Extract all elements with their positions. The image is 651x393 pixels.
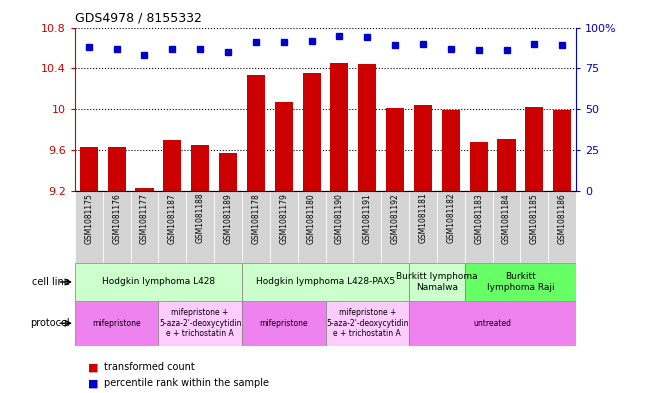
- Bar: [330, 63, 348, 191]
- Bar: [520, 191, 548, 263]
- Text: Hodgkin lymphoma L428: Hodgkin lymphoma L428: [102, 277, 215, 286]
- Text: percentile rank within the sample: percentile rank within the sample: [104, 378, 269, 388]
- Bar: [381, 191, 409, 263]
- Bar: [548, 191, 576, 263]
- Bar: [158, 191, 186, 263]
- Text: Burkitt lymphoma
Namalwa: Burkitt lymphoma Namalwa: [396, 272, 478, 292]
- Bar: [465, 191, 493, 263]
- Text: GSM1081176: GSM1081176: [112, 193, 121, 244]
- Text: mifepristone +
5-aza-2'-deoxycytidin
e + trichostatin A: mifepristone + 5-aza-2'-deoxycytidin e +…: [159, 309, 242, 338]
- Bar: [358, 64, 376, 191]
- Text: GDS4978 / 8155332: GDS4978 / 8155332: [75, 12, 202, 25]
- Bar: [409, 301, 576, 346]
- Text: transformed count: transformed count: [104, 362, 195, 373]
- Bar: [131, 191, 158, 263]
- Bar: [107, 147, 126, 191]
- Bar: [135, 187, 154, 191]
- Text: GSM1081180: GSM1081180: [307, 193, 316, 244]
- Text: cell line: cell line: [32, 277, 70, 287]
- Bar: [409, 191, 437, 263]
- Bar: [275, 102, 293, 191]
- Bar: [163, 140, 182, 191]
- Bar: [469, 142, 488, 191]
- Text: ■: ■: [88, 378, 98, 388]
- Bar: [242, 191, 270, 263]
- Bar: [75, 301, 158, 346]
- Bar: [409, 263, 465, 301]
- Bar: [353, 191, 381, 263]
- Text: GSM1081192: GSM1081192: [391, 193, 400, 244]
- Bar: [219, 153, 237, 191]
- Text: GSM1081185: GSM1081185: [530, 193, 539, 244]
- Text: untreated: untreated: [473, 319, 512, 328]
- Bar: [298, 191, 326, 263]
- Text: GSM1081189: GSM1081189: [223, 193, 232, 244]
- Text: mifepristone: mifepristone: [92, 319, 141, 328]
- Bar: [242, 301, 326, 346]
- Bar: [191, 145, 209, 191]
- Bar: [247, 75, 265, 191]
- Bar: [497, 139, 516, 191]
- Text: Burkitt
lymphoma Raji: Burkitt lymphoma Raji: [487, 272, 554, 292]
- Text: GSM1081179: GSM1081179: [279, 193, 288, 244]
- Text: protocol: protocol: [30, 318, 70, 328]
- Text: GSM1081190: GSM1081190: [335, 193, 344, 244]
- Bar: [437, 191, 465, 263]
- Bar: [79, 147, 98, 191]
- Text: Hodgkin lymphoma L428-PAX5: Hodgkin lymphoma L428-PAX5: [256, 277, 395, 286]
- Text: GSM1081175: GSM1081175: [84, 193, 93, 244]
- Text: GSM1081191: GSM1081191: [363, 193, 372, 244]
- Text: mifepristone: mifepristone: [259, 319, 308, 328]
- Bar: [553, 110, 572, 191]
- Text: GSM1081183: GSM1081183: [474, 193, 483, 244]
- Text: GSM1081184: GSM1081184: [502, 193, 511, 244]
- Bar: [270, 191, 298, 263]
- Text: ■: ■: [88, 362, 98, 373]
- Bar: [465, 263, 576, 301]
- Text: GSM1081186: GSM1081186: [558, 193, 567, 244]
- Bar: [75, 263, 242, 301]
- Text: GSM1081182: GSM1081182: [447, 193, 455, 243]
- Text: GSM1081181: GSM1081181: [419, 193, 428, 243]
- Bar: [242, 263, 409, 301]
- Bar: [326, 301, 409, 346]
- Text: GSM1081177: GSM1081177: [140, 193, 149, 244]
- Bar: [186, 191, 214, 263]
- Text: GSM1081178: GSM1081178: [251, 193, 260, 244]
- Bar: [525, 107, 544, 191]
- Bar: [303, 73, 321, 191]
- Bar: [214, 191, 242, 263]
- Bar: [386, 108, 404, 191]
- Bar: [103, 191, 131, 263]
- Bar: [75, 191, 103, 263]
- Bar: [493, 191, 520, 263]
- Text: mifepristone +
5-aza-2'-deoxycytidin
e + trichostatin A: mifepristone + 5-aza-2'-deoxycytidin e +…: [326, 309, 409, 338]
- Bar: [414, 105, 432, 191]
- Text: GSM1081187: GSM1081187: [168, 193, 177, 244]
- Text: GSM1081188: GSM1081188: [196, 193, 204, 243]
- Bar: [442, 110, 460, 191]
- Bar: [158, 301, 242, 346]
- Bar: [326, 191, 353, 263]
